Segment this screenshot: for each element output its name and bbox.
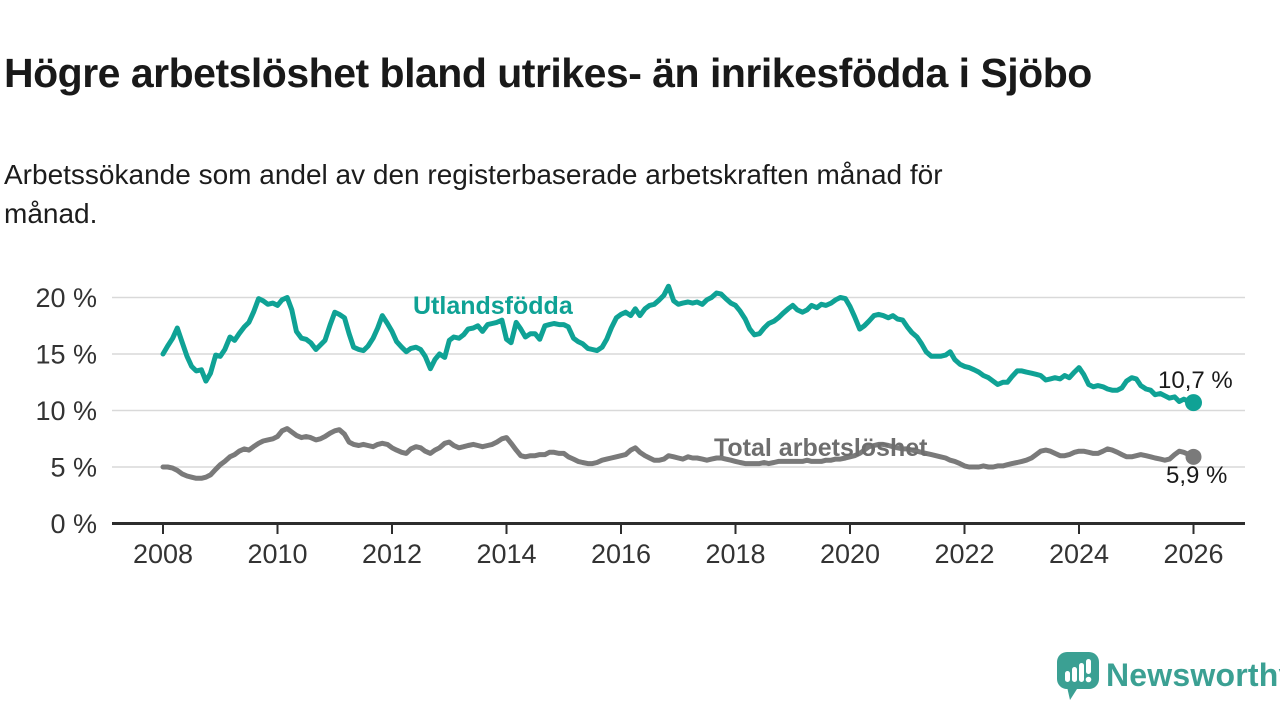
series-label-utlandsfodda: Utlandsfödda <box>413 292 573 320</box>
x-tick-label: 2010 <box>247 539 307 569</box>
series-end-dot-utlandsfodda <box>1185 394 1202 412</box>
series-label-total: Total arbetslöshet <box>714 434 928 462</box>
x-tick-label: 2016 <box>591 539 651 569</box>
series-end-dot-total <box>1185 448 1202 465</box>
newsworthy-brand: Newsworthy <box>1056 651 1280 703</box>
y-tick-label: 10 % <box>35 396 97 426</box>
x-tick-label: 2024 <box>1049 539 1109 569</box>
x-tick-label: 2026 <box>1163 539 1223 569</box>
newsworthy-brand-text: Newsworthy <box>1106 657 1280 693</box>
end-value-label-utlandsfodda: 10,7 % <box>1158 367 1233 394</box>
end-value-label-total: 5,9 % <box>1166 462 1228 489</box>
series-line-total <box>160 426 1196 481</box>
x-tick-label: 2012 <box>362 539 422 569</box>
x-tick-label: 2014 <box>476 539 536 569</box>
chart-subtitle: Arbetssökande som andel av den registerb… <box>4 159 943 229</box>
x-tick-label: 2008 <box>133 539 193 569</box>
y-tick-label: 15 % <box>35 340 97 370</box>
x-tick-label: 2018 <box>705 539 765 569</box>
x-tick-label: 2022 <box>934 539 994 569</box>
newsworthy-logo-icon <box>1057 652 1099 700</box>
x-tick-label: 2020 <box>820 539 880 569</box>
series-line-utlandsfodda <box>160 283 1196 406</box>
y-tick-label: 5 % <box>50 453 97 483</box>
y-tick-label: 0 % <box>50 509 97 539</box>
page-title: Högre arbetslöshet bland utrikes- än inr… <box>4 50 1092 97</box>
y-tick-label: 20 % <box>35 283 97 313</box>
